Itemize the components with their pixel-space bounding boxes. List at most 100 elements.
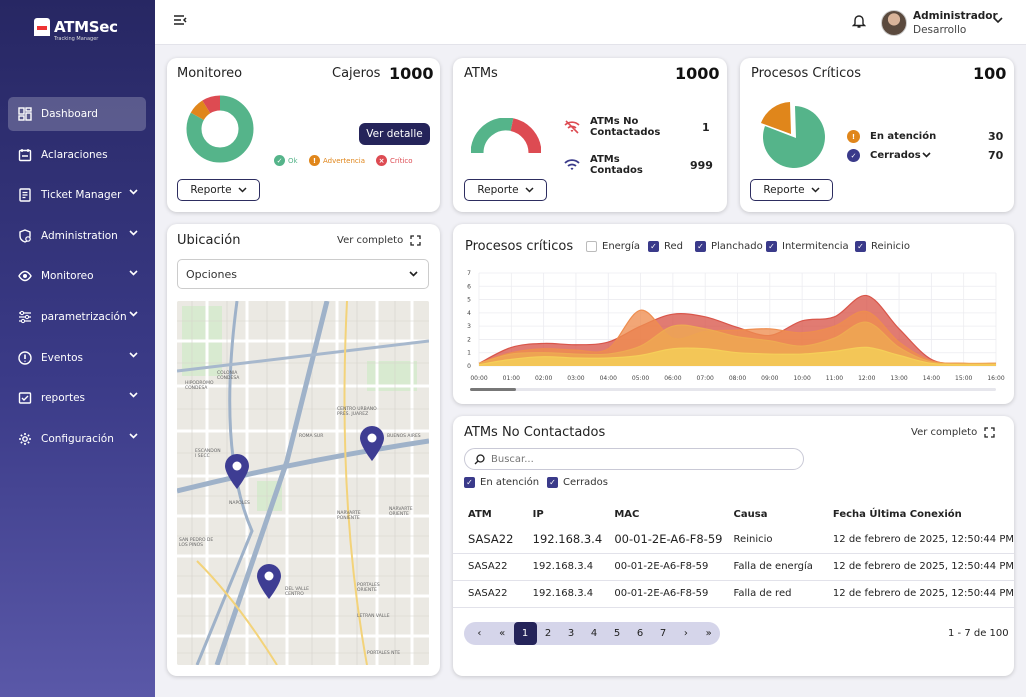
chevron-down-icon [129, 230, 138, 236]
chevron-down-icon[interactable] [922, 152, 931, 159]
checkbox-icon: ✓ [648, 241, 659, 252]
reporte-dropdown-atms[interactable]: Reporte [464, 179, 547, 201]
prev-page-button[interactable]: ‹ [477, 628, 482, 639]
page-button[interactable]: 3 [567, 628, 575, 639]
chevron-down-icon [409, 271, 418, 277]
avatar[interactable] [881, 10, 907, 36]
sidebar-item-ticket-manager[interactable]: Ticket Manager [8, 178, 146, 212]
x-tick-label: 09:00 [761, 375, 778, 382]
logo-subtitle: Tracking Manager [54, 36, 99, 42]
table-cell: 00-01-2E-A6-F8-59 [614, 553, 734, 581]
opciones-select[interactable]: Opciones [177, 259, 429, 289]
reporte-dropdown-procesos[interactable]: Reporte [750, 179, 833, 201]
reporte-dropdown-monitoreo[interactable]: Reporte [177, 179, 260, 201]
chart-scrollbar-thumb[interactable] [470, 388, 516, 391]
map[interactable]: COLONIA CONDESA HIPODROMO CONDESA ROMA S… [177, 301, 429, 665]
sidebar-item-configuracion[interactable]: Configuración [8, 422, 146, 456]
page-button[interactable]: 6 [636, 628, 644, 639]
map-pin-icon[interactable] [256, 564, 282, 600]
calendar-icon [18, 148, 32, 161]
table-cell: 12 de febrero de 2025, 12:50:44 PM [832, 580, 1014, 608]
y-tick-label: 5 [467, 297, 471, 304]
page-button[interactable]: 1 [513, 622, 537, 645]
y-tick-label: 6 [467, 283, 471, 290]
x-tick-label: 01:00 [503, 375, 520, 382]
menu-collapse-icon[interactable] [173, 14, 187, 26]
table-row[interactable]: SASA22 192.168.3.4 00-01-2E-A6-F8-59 Falla … [453, 553, 1014, 581]
chart-filter-label: Reinicio [871, 241, 910, 252]
chart-filter-intermitencia[interactable]: ✓ Intermitencia [766, 241, 849, 252]
table-cell: SASA22 [453, 580, 533, 608]
page-button[interactable]: 2 [544, 628, 552, 639]
map-label: SAN PEDRO DE LOS PINOS [179, 538, 214, 548]
ver-detalle-button[interactable]: Ver detalle [359, 123, 430, 145]
ticket-icon [19, 188, 31, 202]
pagination-summary: 1 - 7 de 100 [948, 628, 1009, 639]
table-cell: Reinicio [733, 526, 833, 554]
chart-filter-energia[interactable]: Energía [586, 241, 640, 252]
map-pin-icon[interactable] [224, 454, 250, 490]
search-field[interactable] [464, 448, 804, 470]
wifi-icon [564, 159, 580, 170]
map-pin-icon[interactable] [359, 426, 385, 462]
last-page-button[interactable]: » [705, 628, 712, 639]
sidebar-item-monitoreo[interactable]: Monitoreo [8, 259, 146, 293]
column-header[interactable]: Causa [733, 508, 768, 520]
warning-icon: ! [309, 155, 320, 166]
column-header[interactable]: Fecha Última Conexión [832, 508, 962, 520]
page-button[interactable]: 5 [613, 628, 621, 639]
map-label: NAPOLES [229, 501, 250, 506]
checkbox-icon [586, 241, 597, 252]
search-input[interactable] [491, 452, 791, 466]
x-tick-label: 16:00 [987, 375, 1004, 382]
sidebar-item-eventos[interactable]: Eventos [8, 341, 146, 375]
chart-scrollbar-track[interactable] [479, 388, 996, 391]
filter-cerrados[interactable]: ✓ Cerrados [547, 477, 608, 488]
sidebar-nav: Dashboard Aclaraciones Ticket Manager Admin… [8, 97, 146, 462]
bell-icon[interactable] [852, 13, 866, 29]
atms-total: 1000 [675, 64, 720, 83]
sidebar: ATMSec Tracking Manager Dashboard Aclarac… [0, 0, 155, 697]
checkbox-icon: ✓ [464, 477, 475, 488]
chart-filter-red[interactable]: ✓ Red [648, 241, 683, 252]
procesos-total: 100 [973, 64, 1007, 83]
chart-filter-label: Intermitencia [782, 241, 849, 252]
table-cell: SASA22 [453, 526, 533, 554]
first-page-button[interactable]: « [499, 628, 506, 639]
table-row[interactable]: SASA22 192.168.3.4 00-01-2E-A6-F8-59 Falla … [453, 580, 1014, 608]
sidebar-item-dashboard[interactable]: Dashboard [8, 97, 146, 131]
sliders-icon [19, 310, 31, 324]
sidebar-item-administration[interactable]: Administration [8, 219, 146, 253]
column-header[interactable]: MAC [614, 508, 640, 520]
column-header[interactable]: IP [532, 508, 544, 520]
next-page-button[interactable]: › [683, 628, 688, 639]
page-button[interactable]: 4 [590, 628, 598, 639]
alert-icon [18, 350, 32, 365]
no-contactados-table: ATM IP MAC Causa Fecha Última Conexión S… [453, 502, 1014, 608]
logo[interactable]: ATMSec [34, 18, 118, 36]
procesos-title: Procesos Críticos [751, 66, 862, 81]
ver-completo-link-map[interactable]: Ver completo [337, 235, 404, 246]
x-tick-label: 04:00 [600, 375, 617, 382]
user-name: Administrador [913, 10, 998, 22]
chevron-down-icon[interactable] [993, 16, 1003, 24]
expand-icon[interactable] [984, 427, 995, 438]
sidebar-item-reportes[interactable]: reportes [8, 381, 146, 415]
x-tick-label: 10:00 [793, 375, 810, 382]
table-row[interactable]: SASA22 192.168.3.4 00-01-2E-A6-F8-59 Reinic… [453, 526, 1014, 554]
table-cell: 192.168.3.4 [532, 526, 615, 554]
sidebar-item-parametrizacion[interactable]: parametrización [8, 300, 146, 334]
area-series-line-3 [478, 346, 997, 366]
chart-filter-label: Energía [602, 241, 640, 252]
expand-icon[interactable] [410, 235, 421, 246]
ver-completo-link-table[interactable]: Ver completo [911, 427, 978, 438]
cajeros-value: 1000 [389, 64, 434, 83]
column-header[interactable]: ATM [468, 508, 492, 520]
chart-filter-planchado[interactable]: ✓ Planchado [695, 241, 763, 252]
sidebar-item-label: reportes [41, 392, 85, 405]
sidebar-item-aclaraciones[interactable]: Aclaraciones [8, 138, 146, 172]
filter-en-atencion[interactable]: ✓ En atención [464, 477, 539, 488]
y-tick-label: 0 [467, 363, 471, 370]
chart-filter-reinicio[interactable]: ✓ Reinicio [855, 241, 910, 252]
page-button[interactable]: 7 [659, 628, 667, 639]
